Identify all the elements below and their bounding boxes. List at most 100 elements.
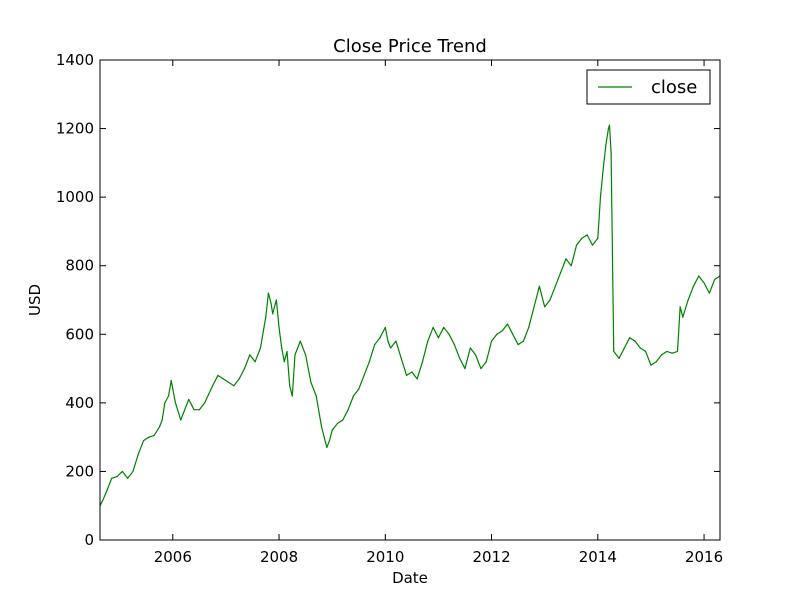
data-point — [275, 299, 277, 301]
chart-title: Close Price Trend — [333, 36, 487, 57]
data-point — [602, 169, 604, 171]
y-axis-label: USD — [26, 284, 44, 316]
data-point — [469, 347, 471, 349]
data-point — [148, 436, 150, 438]
data-point — [204, 402, 206, 404]
x-axis-label: Date — [392, 569, 428, 587]
data-point — [188, 398, 190, 401]
x-tick-label: 2016 — [685, 548, 723, 566]
x-tick-label: 2008 — [260, 548, 298, 566]
data-point — [421, 361, 424, 363]
data-point — [437, 337, 440, 339]
data-point — [512, 333, 514, 335]
ticks-layer: 2006 2008 2010 2012 2014 2016 0 200 400 600 800 100… — [56, 51, 723, 566]
data-point — [331, 429, 333, 431]
data-point — [400, 357, 402, 359]
data-point — [586, 234, 588, 236]
data-point — [634, 340, 636, 342]
data-point — [272, 313, 274, 315]
data-point — [554, 285, 556, 287]
data-point — [164, 402, 166, 404]
data-point — [281, 347, 283, 349]
data-point — [538, 285, 540, 287]
data-point — [132, 470, 134, 473]
data-point — [102, 499, 104, 502]
data-point — [270, 302, 272, 305]
data-point — [167, 395, 170, 397]
data-point — [158, 426, 161, 428]
data-point — [142, 439, 145, 442]
data-point — [597, 237, 599, 239]
data-point — [294, 354, 296, 356]
data-point — [613, 350, 615, 353]
data-point — [265, 316, 267, 318]
data-point — [544, 306, 546, 308]
data-point — [320, 426, 323, 428]
data-point — [289, 385, 291, 387]
data-point — [565, 258, 567, 260]
data-point — [448, 333, 450, 335]
data-point — [655, 361, 657, 363]
data-point — [342, 419, 344, 421]
data-point — [363, 374, 365, 377]
data-point — [326, 446, 328, 449]
data-point — [310, 381, 312, 383]
data-point — [278, 326, 280, 329]
data-point — [591, 244, 594, 246]
data-point — [549, 299, 551, 301]
data-point — [254, 361, 256, 363]
data-point — [608, 124, 611, 126]
data-point — [243, 367, 246, 370]
data-point — [708, 292, 710, 294]
data-point — [153, 434, 155, 437]
data-point — [490, 340, 493, 342]
data-point — [299, 340, 301, 342]
data-point — [714, 278, 716, 281]
data-point — [352, 395, 355, 397]
data-point — [687, 299, 689, 301]
data-point — [170, 379, 172, 382]
plot-area: 2006 2008 2010 2012 2014 2016 0 200 400 600 800 100… — [56, 51, 723, 566]
data-point — [629, 337, 631, 339]
data-point — [429, 333, 432, 335]
y-tick-label: 1000 — [56, 188, 94, 206]
data-point — [610, 151, 612, 154]
data-point — [698, 275, 700, 277]
data-point — [405, 374, 408, 377]
data-point — [286, 350, 288, 353]
data-point — [390, 347, 392, 349]
data-point — [227, 381, 230, 383]
data-point — [607, 127, 610, 130]
data-point — [475, 354, 477, 356]
y-tick-label: 800 — [65, 257, 94, 275]
data-point — [105, 491, 107, 493]
data-point — [496, 333, 498, 335]
data-point — [379, 337, 381, 339]
data-point — [575, 244, 578, 246]
data-point — [111, 477, 113, 479]
data-point — [533, 306, 535, 308]
data-point — [645, 350, 647, 353]
data-point — [427, 340, 429, 342]
data-point — [671, 352, 673, 354]
data-point — [127, 477, 129, 479]
data-point — [315, 395, 317, 397]
data-point — [368, 361, 370, 363]
data-point — [249, 354, 251, 356]
data-point — [464, 367, 466, 370]
data-point — [180, 419, 182, 421]
data-point — [222, 378, 224, 380]
y-tick-label: 1400 — [56, 51, 94, 69]
data-point — [623, 347, 625, 349]
data-point — [267, 292, 270, 294]
x-tick-label: 2014 — [579, 548, 617, 566]
data-point — [336, 422, 339, 425]
data-point — [599, 196, 602, 198]
data-point — [387, 340, 389, 342]
data-point — [305, 354, 307, 356]
data-point — [639, 347, 641, 349]
data-point — [198, 409, 200, 411]
y-tick-label: 400 — [65, 394, 94, 412]
data-point — [283, 361, 285, 363]
